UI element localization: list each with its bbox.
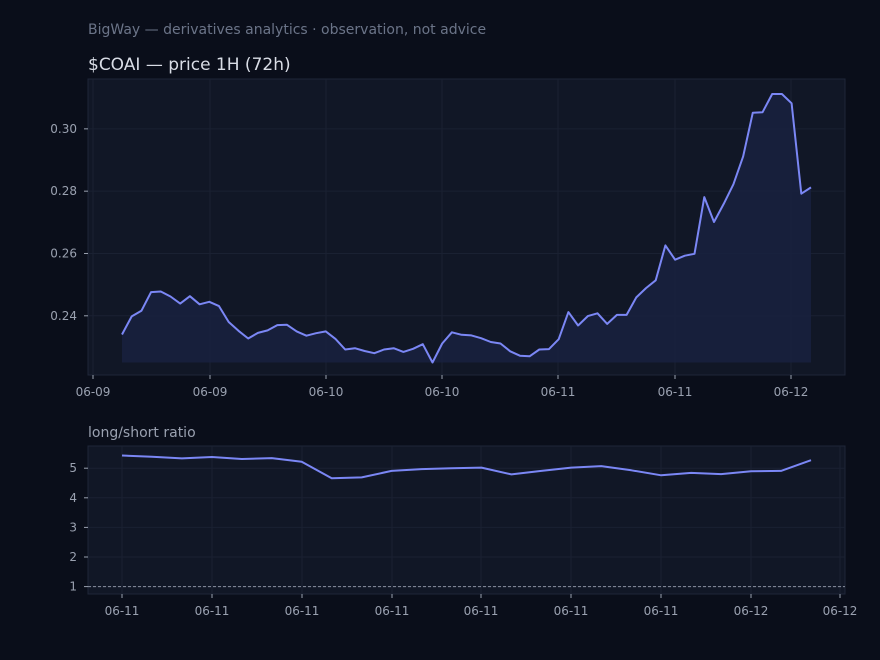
price-x-tick-label: 06-11 bbox=[658, 385, 693, 399]
price-x-tick-label: 06-09 bbox=[193, 385, 228, 399]
ratio-chart-panel bbox=[87, 445, 846, 595]
price-chart-axes: 06-09 06-09 06-10 06-10 06-11 06-11 06-12 0.24 0… bbox=[50, 122, 808, 399]
ratio-y-tick-label: 2 bbox=[69, 550, 77, 564]
ratio-x-tick-label: 06-12 bbox=[823, 604, 858, 618]
ratio-y-tick-label: 4 bbox=[69, 491, 77, 505]
price-y-tick-label: 0.26 bbox=[50, 246, 77, 260]
price-y-tick-label: 0.24 bbox=[50, 309, 77, 323]
ratio-y-tick-label: 5 bbox=[69, 461, 77, 475]
ratio-y-tick-label: 1 bbox=[69, 580, 77, 594]
price-x-tick-label: 06-10 bbox=[309, 385, 344, 399]
ratio-x-tick-label: 06-11 bbox=[195, 604, 230, 618]
price-y-tick-label: 0.30 bbox=[50, 122, 77, 136]
price-x-tick-label: 06-10 bbox=[425, 385, 460, 399]
price-x-tick-label: 06-12 bbox=[774, 385, 809, 399]
ratio-line bbox=[121, 454, 812, 480]
price-x-tick-label: 06-09 bbox=[76, 385, 111, 399]
price-y-tick-label: 0.28 bbox=[50, 184, 77, 198]
ratio-x-tick-label: 06-12 bbox=[734, 604, 769, 618]
price-chart-title: $COAI — price 1H (72h) bbox=[88, 55, 291, 75]
page-header: BigWay — derivatives analytics · observa… bbox=[88, 22, 486, 38]
ratio-y-tick-label: 3 bbox=[69, 520, 77, 534]
ratio-x-tick-label: 06-11 bbox=[375, 604, 410, 618]
ratio-x-tick-label: 06-11 bbox=[285, 604, 320, 618]
ratio-x-tick-label: 06-11 bbox=[105, 604, 140, 618]
ratio-x-tick-label: 06-11 bbox=[554, 604, 589, 618]
ratio-chart-title: long/short ratio bbox=[88, 425, 196, 441]
ratio-chart-axes: 06-11 06-11 06-11 06-11 06-11 06-11 06-11 06-12… bbox=[69, 461, 857, 618]
ratio-x-tick-label: 06-11 bbox=[464, 604, 499, 618]
ratio-x-tick-label: 06-11 bbox=[644, 604, 679, 618]
price-line bbox=[121, 93, 812, 364]
price-x-tick-label: 06-11 bbox=[541, 385, 576, 399]
